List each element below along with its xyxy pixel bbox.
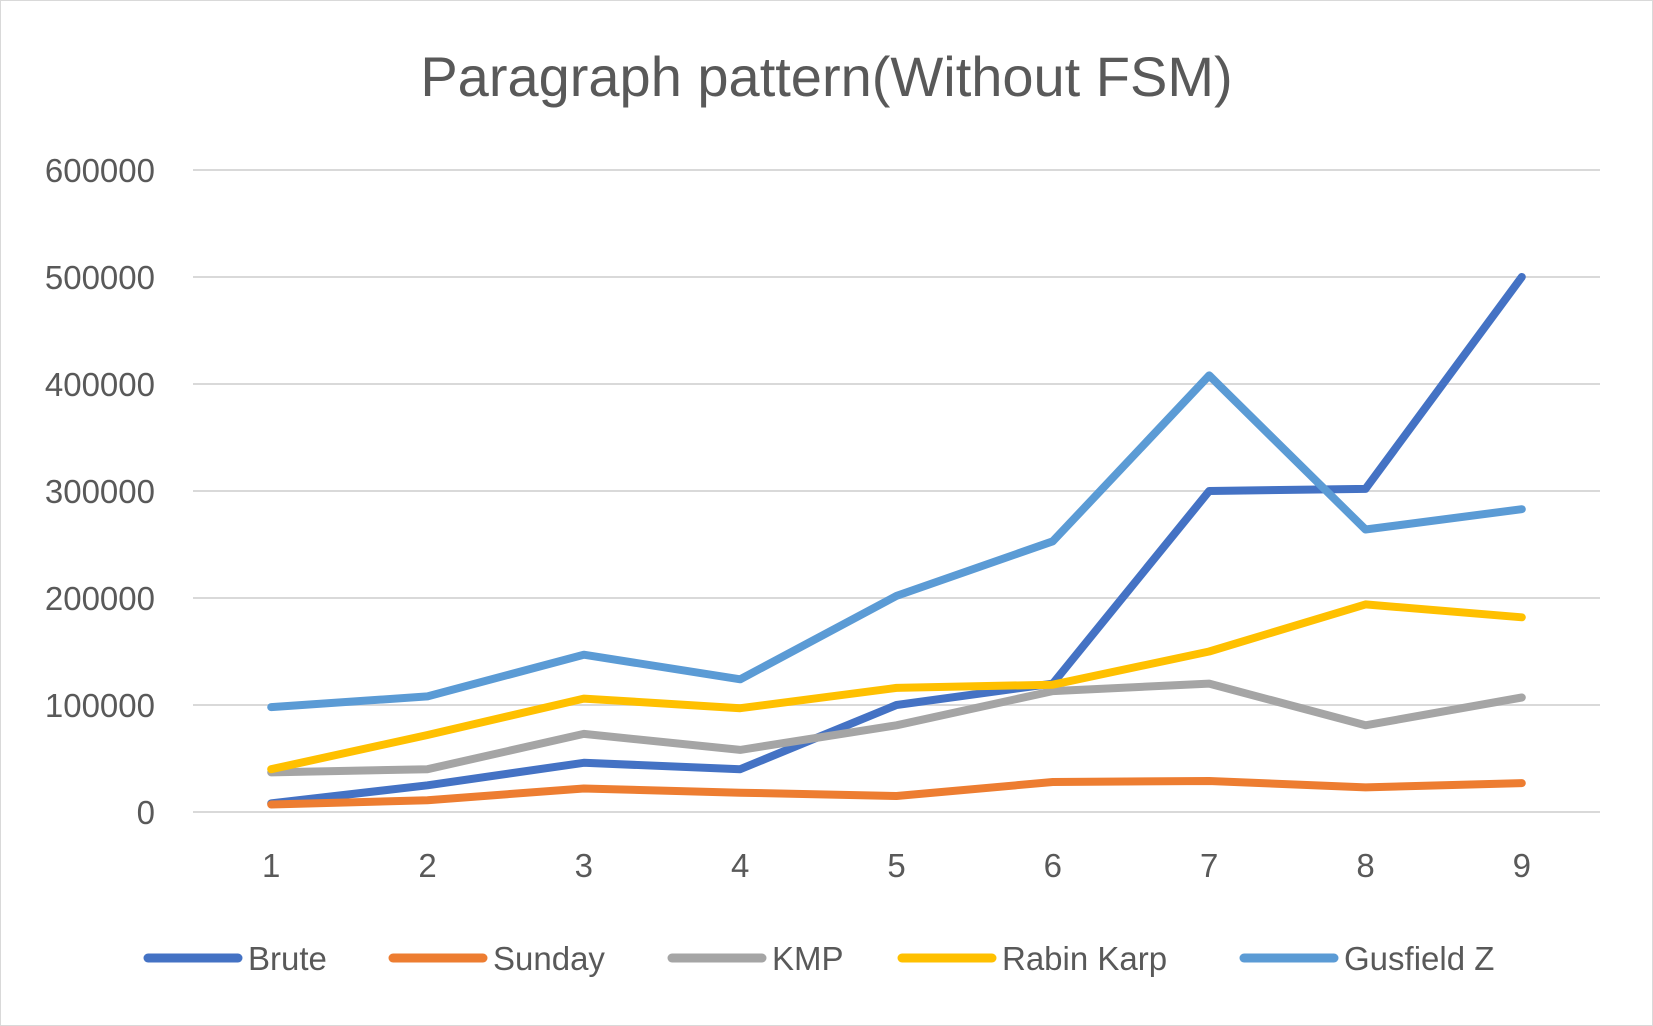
legend-label: Rabin Karp <box>1002 940 1167 977</box>
legend-label: Brute <box>248 940 327 977</box>
gridlines <box>193 169 1600 813</box>
x-tick-label: 3 <box>575 847 593 884</box>
x-tick-label: 2 <box>418 847 436 884</box>
x-tick-label: 5 <box>887 847 905 884</box>
series-line-sunday <box>267 777 1526 809</box>
x-tick-label: 7 <box>1200 847 1218 884</box>
x-tick-label: 8 <box>1356 847 1374 884</box>
y-tick-label: 0 <box>137 794 155 831</box>
legend: Brute Sunday KMP Rabin Karp Gusfield Z <box>143 940 1494 977</box>
series-line-rabin-karp <box>267 600 1526 774</box>
x-axis-labels: 1 2 3 4 5 6 7 8 9 <box>262 847 1531 884</box>
legend-label: Gusfield Z <box>1344 940 1494 977</box>
series-line-brute <box>267 273 1526 808</box>
y-tick-label: 400000 <box>45 366 155 403</box>
y-axis-labels: 0 100000 200000 300000 400000 500000 600000 <box>45 152 155 831</box>
y-tick-label: 600000 <box>45 152 155 189</box>
series-line-gusfield-z <box>267 371 1526 712</box>
x-tick-label: 1 <box>262 847 280 884</box>
y-tick-label: 200000 <box>45 580 155 617</box>
legend-label: Sunday <box>493 940 605 977</box>
series-lines <box>267 273 1526 809</box>
x-tick-label: 6 <box>1044 847 1062 884</box>
series-line-kmp <box>267 679 1526 777</box>
y-tick-label: 500000 <box>45 259 155 296</box>
x-tick-label: 4 <box>731 847 749 884</box>
y-tick-label: 100000 <box>45 687 155 724</box>
x-tick-label: 9 <box>1513 847 1531 884</box>
y-tick-label: 300000 <box>45 473 155 510</box>
legend-label: KMP <box>772 940 844 977</box>
chart-title: Paragraph pattern(Without FSM) <box>420 45 1233 108</box>
